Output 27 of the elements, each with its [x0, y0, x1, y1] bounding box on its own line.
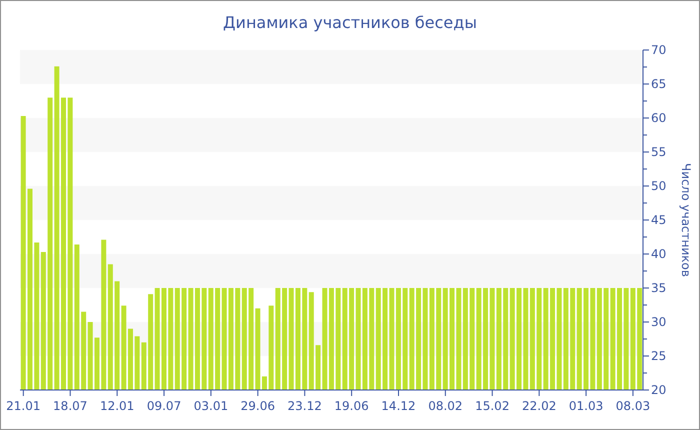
x-tick-label: 09.07 [146, 399, 182, 413]
x-tick-label: 29.06 [240, 399, 275, 413]
x-tick-label: 18.07 [53, 399, 88, 413]
x-tick-label: 01.03 [568, 399, 604, 413]
y-tick-label: 70 [651, 43, 666, 57]
y-tick-label: 30 [651, 315, 666, 329]
x-tick-label: 08.03 [616, 399, 650, 413]
y-tick-label: 40 [651, 247, 666, 261]
x-tick-label: 19.06 [334, 399, 369, 413]
x-tick-label: 14.12 [381, 399, 416, 413]
x-tick-label: 22.02 [522, 399, 556, 413]
y-tick-label: 65 [651, 77, 666, 91]
chart-title: Динамика участников беседы [223, 13, 477, 32]
x-tick-label: 23.12 [288, 399, 322, 413]
y-tick-label: 35 [651, 281, 666, 295]
y-tick-label: 50 [651, 179, 666, 193]
y-tick-label: 45 [651, 213, 666, 227]
y-tick-label: 55 [651, 145, 666, 159]
x-tick-label: 12.01 [100, 399, 134, 413]
y-tick-label: 25 [651, 349, 666, 363]
y-tick-label: 60 [651, 111, 666, 125]
x-tick-label: 03.01 [194, 399, 228, 413]
x-tick-label: 21.01 [6, 399, 41, 413]
x-tick-label: 15.02 [475, 399, 510, 413]
y-axis-title: Число участников [678, 163, 693, 277]
x-tick-label: 08.02 [428, 399, 463, 413]
y-tick-label: 20 [651, 383, 666, 397]
